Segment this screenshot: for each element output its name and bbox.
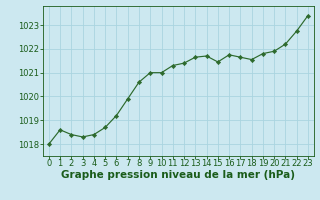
X-axis label: Graphe pression niveau de la mer (hPa): Graphe pression niveau de la mer (hPa) <box>61 170 295 180</box>
